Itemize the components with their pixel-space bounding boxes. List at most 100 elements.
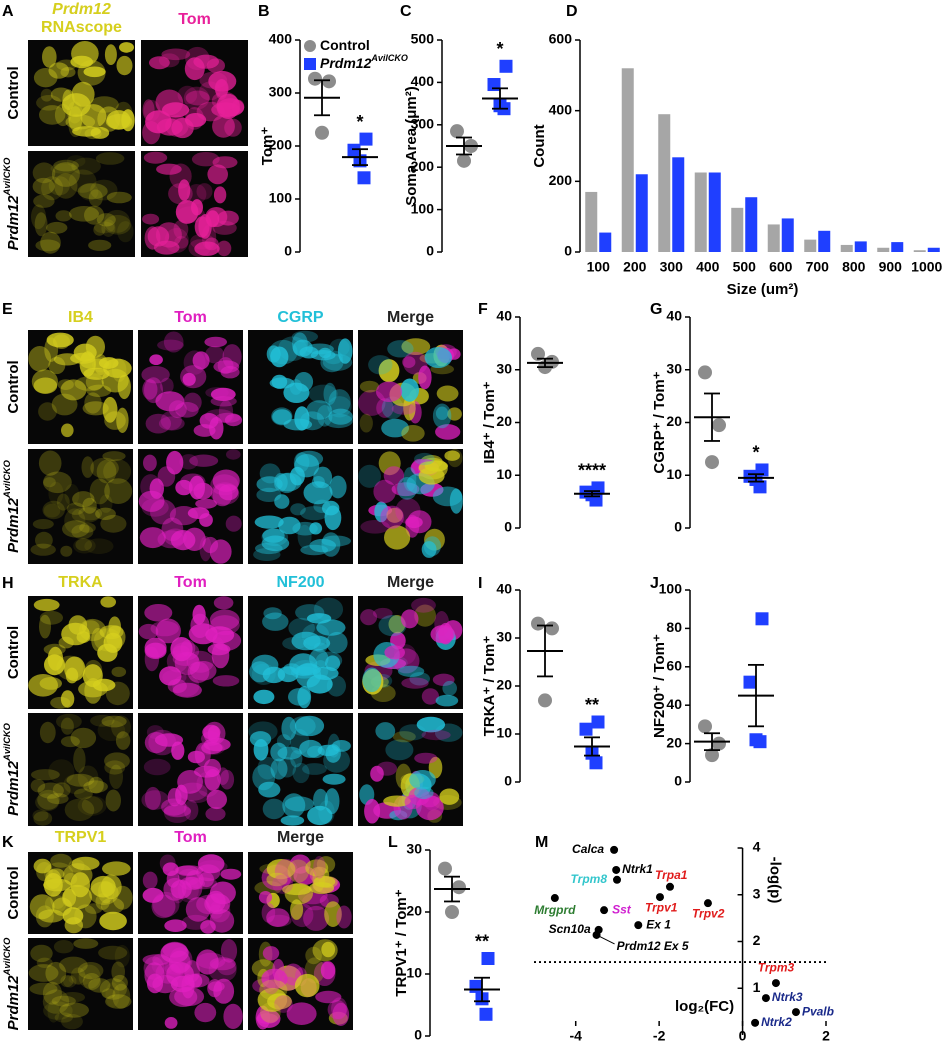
cell	[414, 752, 438, 764]
x-tick-label: 400	[696, 259, 720, 275]
cell	[206, 789, 227, 810]
cell	[159, 854, 176, 872]
cell	[43, 477, 56, 488]
cell	[288, 688, 311, 706]
cell	[306, 400, 333, 420]
significance: *	[496, 39, 503, 59]
cell	[175, 479, 193, 496]
cell	[294, 973, 320, 998]
cell	[421, 688, 439, 705]
cell	[303, 905, 330, 931]
cell	[200, 920, 216, 934]
cell	[104, 44, 117, 65]
cell	[194, 241, 220, 256]
cell	[99, 625, 124, 640]
cell	[313, 466, 333, 489]
cell	[337, 338, 353, 364]
cell	[432, 403, 452, 429]
data-point	[712, 418, 726, 433]
cell	[116, 407, 129, 433]
cell	[99, 494, 113, 513]
cell	[148, 729, 177, 756]
cell	[421, 729, 451, 741]
cell	[70, 967, 86, 985]
cell	[328, 389, 351, 415]
cell	[63, 975, 77, 988]
cell	[192, 604, 206, 625]
cell	[144, 646, 160, 672]
data-point	[538, 693, 552, 708]
cell	[381, 418, 409, 438]
cell	[146, 725, 164, 740]
cell	[166, 650, 188, 673]
panel-letter: L	[388, 834, 398, 851]
cell	[160, 377, 174, 394]
cell	[324, 901, 342, 927]
data-point	[550, 894, 559, 903]
data-point	[359, 132, 373, 146]
cell	[373, 479, 397, 504]
cell	[323, 350, 344, 365]
column-title: TRPV1	[55, 829, 107, 846]
cell	[274, 995, 293, 1013]
cell	[95, 152, 125, 165]
point-label: Sst	[612, 902, 632, 916]
cell	[114, 944, 130, 968]
cell	[89, 478, 110, 505]
cell	[380, 505, 404, 529]
cell	[105, 789, 122, 812]
cell	[297, 524, 312, 549]
cell	[77, 795, 107, 816]
cell	[88, 978, 111, 993]
cell	[177, 770, 204, 794]
data-point	[357, 171, 371, 185]
cell	[145, 413, 171, 434]
cell	[309, 522, 323, 535]
cell	[98, 357, 119, 369]
y-axis-label: Soma Area (μm²)	[403, 86, 420, 205]
cell	[262, 971, 280, 995]
cell	[418, 365, 432, 390]
cell	[323, 382, 337, 405]
cell	[84, 205, 105, 225]
point-label: Trpa1	[655, 868, 688, 882]
column-title-italic: Prdm12	[52, 1, 111, 18]
cell	[270, 758, 288, 780]
data-point	[308, 71, 322, 86]
cell	[183, 392, 202, 412]
cell	[212, 114, 235, 138]
row-label-text: Control	[5, 626, 22, 679]
cell	[109, 764, 123, 789]
data-point	[322, 74, 336, 89]
point-label: Trpv1	[645, 900, 678, 914]
cell	[66, 773, 95, 787]
cell	[257, 987, 288, 1012]
data-point	[315, 125, 329, 140]
cell	[188, 623, 218, 645]
data-point	[703, 899, 712, 908]
cell	[203, 737, 231, 752]
cell	[73, 538, 96, 554]
cell	[90, 179, 118, 201]
y-tick-label: 0	[504, 519, 512, 535]
cell	[101, 219, 116, 237]
cell	[424, 347, 452, 368]
cell	[280, 815, 305, 826]
cell	[172, 642, 200, 661]
cell	[168, 400, 187, 419]
cell	[259, 463, 281, 484]
data-point	[753, 735, 767, 749]
cell	[141, 498, 169, 517]
cell	[217, 958, 237, 976]
cell	[278, 516, 301, 535]
cell	[38, 450, 62, 476]
point-label: Calca	[572, 842, 604, 856]
cell	[82, 497, 97, 514]
cell	[329, 338, 350, 357]
cell	[211, 637, 224, 652]
cell	[286, 1002, 317, 1025]
data-point	[743, 675, 757, 689]
cell	[155, 222, 182, 248]
column-title: Merge	[387, 574, 434, 591]
cell	[370, 765, 384, 782]
